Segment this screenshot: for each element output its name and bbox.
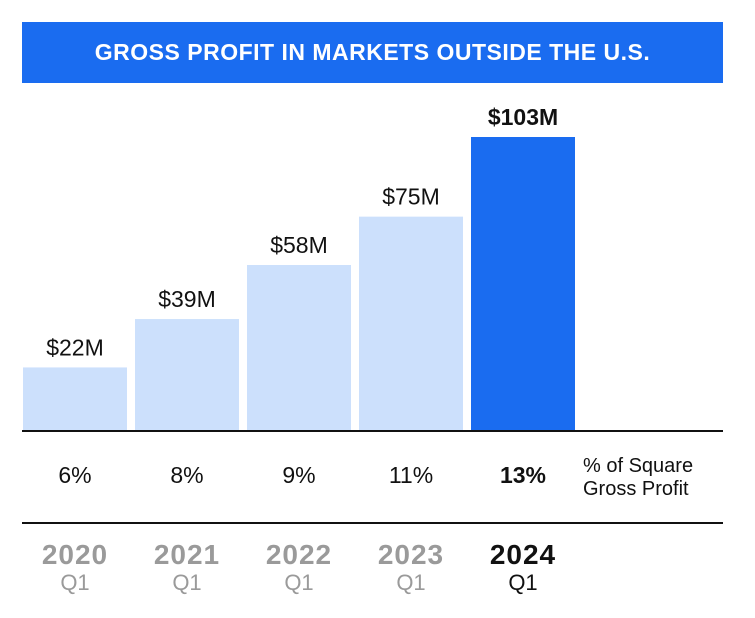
share-value-2024: 13% (499, 462, 547, 488)
share-value-2020: 6% (58, 462, 92, 488)
bar-2023 (359, 216, 463, 430)
year-label: 2024 (489, 539, 557, 570)
bar-value-label-2024: $103M (488, 104, 558, 130)
quarter-label: Q1 (508, 570, 538, 595)
quarter-label: Q1 (60, 570, 90, 595)
year-label: 2023 (377, 539, 445, 570)
period-label-2021: 2021 Q1 (135, 540, 239, 596)
year-label: 2020 (41, 539, 109, 570)
share-value-2022: 9% (282, 462, 316, 488)
share-row-label-line-1: % of Square (583, 455, 694, 477)
chart-title: GROSS PROFIT IN MARKETS OUTSIDE THE U.S. (94, 39, 651, 65)
year-label: 2021 (153, 539, 221, 570)
share-row-label-line-2: Gross Profit (583, 478, 689, 500)
bar-value-label-2022: $58M (270, 232, 328, 258)
chart-title-banner: GROSS PROFIT IN MARKETS OUTSIDE THE U.S. (22, 22, 723, 83)
share-value-2023: 11% (388, 462, 434, 488)
bar-2020 (23, 367, 127, 430)
period-label-2022: 2022 Q1 (247, 540, 351, 596)
bar-2022 (247, 265, 351, 430)
bar-2024 (471, 137, 575, 430)
period-label-2023: 2023 Q1 (359, 540, 463, 596)
bar-value-label-2023: $75M (382, 184, 440, 210)
quarter-label: Q1 (172, 570, 202, 595)
year-label: 2022 (265, 539, 333, 570)
quarter-label: Q1 (284, 570, 314, 595)
share-row-label: % of Square Gross Profit (583, 455, 693, 501)
quarter-label: Q1 (396, 570, 426, 595)
share-value-2021: 8% (170, 462, 204, 488)
bar-2021 (135, 319, 239, 430)
bar-value-label-2020: $22M (46, 334, 104, 360)
bar-value-label-2021: $39M (158, 286, 216, 312)
divider-line (22, 522, 723, 524)
period-label-2024: 2024 Q1 (471, 540, 575, 596)
period-label-2020: 2020 Q1 (23, 540, 127, 596)
